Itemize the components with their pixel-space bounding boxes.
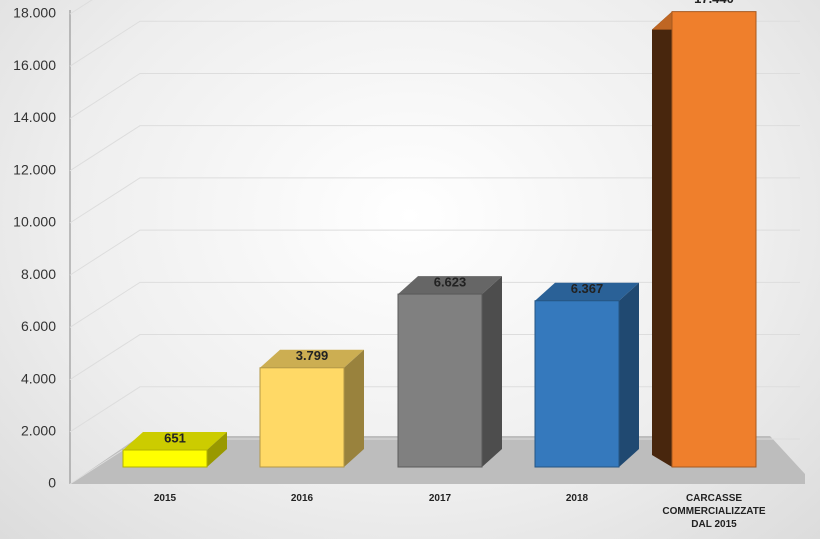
bar-top bbox=[260, 349, 364, 368]
y-tick-label: 18.000 bbox=[13, 5, 56, 21]
value-label: 3.799 bbox=[296, 348, 329, 363]
y-tick-label: 10.000 bbox=[13, 214, 56, 230]
bar-side bbox=[344, 349, 364, 467]
bar bbox=[534, 300, 620, 468]
x-tick-label: 2017 bbox=[428, 493, 452, 504]
x-tick-label: 2018 bbox=[565, 493, 589, 504]
y-tick-label: 14.000 bbox=[13, 109, 56, 125]
y-tick-label: 8.000 bbox=[21, 266, 56, 282]
grid-line bbox=[69, 177, 800, 224]
y-tick-label: 0 bbox=[48, 475, 56, 491]
grid-line bbox=[69, 229, 800, 276]
bar-top bbox=[398, 276, 502, 295]
bar-side bbox=[652, 11, 672, 467]
grid-line bbox=[69, 20, 800, 67]
grid-line bbox=[69, 281, 800, 328]
x-tick-label: CARCASSE COMMERCIALIZZATE DAL 2015 bbox=[662, 493, 766, 530]
bar-top bbox=[123, 432, 227, 451]
y-tick-label: 6.000 bbox=[21, 318, 56, 334]
grid-line bbox=[69, 125, 800, 172]
bar bbox=[671, 11, 757, 468]
x-tick-label: 2015 bbox=[153, 493, 177, 504]
bar bbox=[122, 449, 208, 468]
bar-side bbox=[619, 282, 639, 467]
grid-line bbox=[69, 72, 800, 119]
bar-side bbox=[207, 432, 227, 467]
x-tick-label: 2016 bbox=[290, 493, 314, 504]
value-label: 651 bbox=[164, 430, 186, 445]
bar bbox=[259, 367, 345, 468]
value-label: 6.623 bbox=[434, 275, 467, 290]
bar-side bbox=[482, 276, 502, 467]
y-tick-label: 16.000 bbox=[13, 57, 56, 73]
y-tick-label: 12.000 bbox=[13, 161, 56, 177]
value-label: 17.440 bbox=[694, 0, 734, 6]
y-tick-label: 4.000 bbox=[21, 370, 56, 386]
y-tick-label: 2.000 bbox=[21, 422, 56, 438]
bar-top bbox=[535, 282, 639, 301]
bar bbox=[397, 293, 483, 468]
value-label: 6.367 bbox=[571, 281, 604, 296]
